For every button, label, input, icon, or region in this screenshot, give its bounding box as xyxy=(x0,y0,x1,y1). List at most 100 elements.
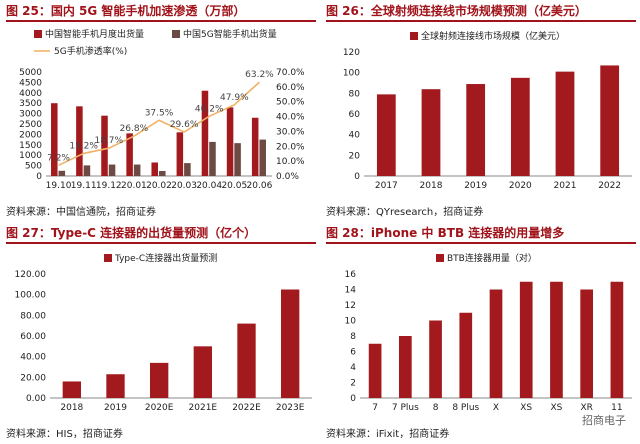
chart-title: 图 28：iPhone 中 BTB 连接器的用量增多 xyxy=(326,224,636,244)
y-tick-label: 20 xyxy=(349,151,361,161)
data-label: 18.7% xyxy=(94,136,123,146)
y-tick-label: 0 xyxy=(354,172,360,182)
y-tick-label: 4 xyxy=(350,363,356,373)
y-tick-label: 60 xyxy=(349,110,361,120)
x-tick-label: 2019 xyxy=(104,403,127,413)
y2-tick-label: 30.0% xyxy=(276,127,305,137)
y-tick-label: 16 xyxy=(345,270,357,280)
legend-swatch xyxy=(104,254,112,262)
data-label: 47.9% xyxy=(220,93,249,103)
x-tick-label: XS xyxy=(550,403,562,413)
x-tick-label: 2022E xyxy=(232,403,261,413)
legend-label: 中国智能手机月度出货量 xyxy=(45,28,144,40)
bar xyxy=(421,89,441,176)
y-tick-label: 60.00 xyxy=(20,332,46,342)
y-tick-label: 120 xyxy=(343,48,360,58)
x-tick-label: 2023E xyxy=(276,403,305,413)
watermark-text: 招商电子 xyxy=(582,414,626,427)
chart-source: 资料来源：iFixit，招商证券 xyxy=(326,429,450,440)
y2-tick-label: 10.0% xyxy=(276,157,305,167)
bar xyxy=(76,106,83,176)
x-tick-label: 20.03 xyxy=(171,181,197,191)
bar xyxy=(101,115,108,176)
x-tick-label: 20.06 xyxy=(247,181,273,191)
y-tick-label: 2 xyxy=(350,379,356,389)
chart-panel-rf-cable-market: 图 26：全球射频连接线市场规模预测（亿美元） 0 20 40 60 80 100 120 2… xyxy=(320,0,640,222)
x-tick-label: 20.01 xyxy=(121,181,147,191)
data-label: 7.2% xyxy=(47,153,70,163)
y-tick-label: 80.00 xyxy=(20,311,46,321)
data-label: 63.2% xyxy=(245,70,274,80)
legend-label: 全球射频连接线市场规模（亿美元） xyxy=(421,30,565,42)
x-tick-label: 20.02 xyxy=(146,181,172,191)
bar xyxy=(201,90,209,176)
x-tick-label: 8 Plus xyxy=(452,403,479,413)
bar xyxy=(555,71,575,176)
bar xyxy=(251,117,259,176)
chart-title: 图 27：Type-C 连接器的出货量预测（亿个） xyxy=(6,224,316,244)
bar xyxy=(610,281,624,398)
x-tick-label: XR xyxy=(580,403,592,413)
bar xyxy=(580,289,594,398)
bar xyxy=(237,323,256,398)
bar xyxy=(193,346,213,398)
y-tick-label: 4000 xyxy=(19,89,42,99)
data-label: 26.8% xyxy=(120,124,149,134)
bar xyxy=(62,381,82,398)
y2-tick-label: 40.0% xyxy=(276,113,305,123)
y-tick-label: 40.00 xyxy=(20,353,46,363)
y-tick-label: 2000 xyxy=(19,130,42,140)
chart-title: 图 25：国内 5G 智能手机加速渗透（万部） xyxy=(6,2,316,22)
data-label: 15.2% xyxy=(69,141,98,151)
x-tick-label: 7 Plus xyxy=(392,403,419,413)
bar xyxy=(51,103,58,176)
chart-source: 资料来源：中国信通院，招商证券 xyxy=(6,207,156,218)
x-tick-label: XS xyxy=(520,403,532,413)
chart-title: 图 26：全球射频连接线市场规模预测（亿美元） xyxy=(326,2,636,22)
bar xyxy=(106,374,125,398)
legend-label: Type-C连接器出货量预测 xyxy=(114,252,217,264)
y-tick-label: 120.00 xyxy=(15,270,47,280)
y-tick-label: 4500 xyxy=(19,78,42,88)
data-label: 40.2% xyxy=(195,104,224,114)
bar xyxy=(550,281,563,398)
bar xyxy=(209,141,216,176)
y-tick-label: 14 xyxy=(345,286,357,296)
bar xyxy=(149,362,169,398)
x-tick-label: 2019 xyxy=(464,181,487,191)
chart-rf-cable-market: 0 20 40 60 80 100 120 2017 2018 2019 2020 2021 2022 全… xyxy=(343,30,632,191)
x-tick-label: 20.05 xyxy=(221,181,247,191)
bar xyxy=(151,162,158,176)
x-tick-label: 2018 xyxy=(420,181,443,191)
y-tick-label: 5000 xyxy=(19,68,42,78)
x-tick-label: 19.11 xyxy=(71,181,97,191)
chart-typec-shipments: 0.00 20.00 40.00 60.00 80.00 100.00 120.00 2018… xyxy=(15,252,312,413)
x-tick-label: X xyxy=(493,403,499,413)
y-tick-label: 40 xyxy=(349,131,361,141)
y-tick-label: 12 xyxy=(345,301,356,311)
y-tick-label: 100.00 xyxy=(15,291,47,301)
chart-btb-connectors: 0 2 4 6 8 10 12 14 16 7 7 Plus 8 8 Plus X XS XS XR 11 BTB连… xyxy=(345,252,632,413)
x-tick-label: 11 xyxy=(611,403,622,413)
y-tick-label: 2500 xyxy=(19,120,42,130)
y-tick-label: 3000 xyxy=(19,110,42,120)
y-tick-label: 0.00 xyxy=(26,394,46,404)
legend-swatch xyxy=(436,254,444,262)
x-tick-label: 2020 xyxy=(509,181,532,191)
chart-panel-typec-shipments: 图 27：Type-C 连接器的出货量预测（亿个） 0.00 20.00 40.00… xyxy=(0,222,320,444)
x-tick-label: 8 xyxy=(433,403,439,413)
y-tick-label: 0 xyxy=(36,172,42,182)
y-tick-label: 0 xyxy=(350,394,356,404)
bar xyxy=(58,170,66,176)
y-tick-label: 20.00 xyxy=(20,373,46,383)
x-tick-label: 2022 xyxy=(598,181,621,191)
bar xyxy=(459,312,473,398)
y-tick-label: 6 xyxy=(350,348,356,358)
bar xyxy=(83,165,91,176)
y-tick-label: 10 xyxy=(345,317,357,327)
bar xyxy=(234,143,241,176)
x-tick-label: 2018 xyxy=(60,403,83,413)
y2-tick-label: 0.0% xyxy=(276,172,299,182)
y-tick-label: 8 xyxy=(350,332,356,342)
bar xyxy=(226,107,234,176)
